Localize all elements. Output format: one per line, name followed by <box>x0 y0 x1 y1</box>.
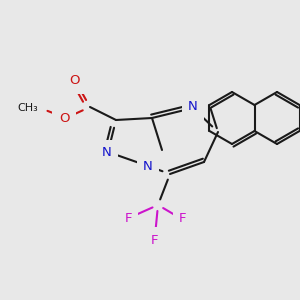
Text: CH₃: CH₃ <box>17 103 38 113</box>
Text: O: O <box>69 74 79 88</box>
Text: O: O <box>59 112 69 125</box>
Text: N: N <box>102 146 112 160</box>
Text: F: F <box>151 233 159 247</box>
Text: N: N <box>188 100 198 113</box>
Text: F: F <box>179 212 187 226</box>
Text: F: F <box>124 212 132 224</box>
Text: N: N <box>143 160 153 173</box>
